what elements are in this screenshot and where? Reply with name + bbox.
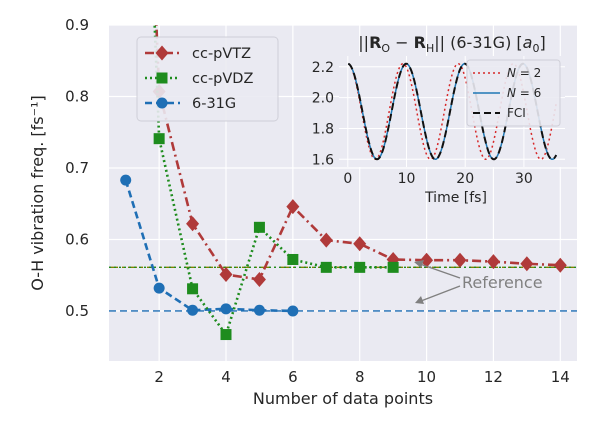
data-point-cc-pVTZ	[553, 257, 567, 273]
inset-chart: 0 10 20 30 1.6 1.8 2.0 2.2 N = 2 N = 6 FCI ||RO −…	[312, 33, 565, 206]
inset-x-axis-label: Time [fs]	[424, 190, 487, 206]
x-axis-label: Number of data points	[253, 389, 433, 408]
data-point-6-31G	[287, 305, 299, 317]
reference-arrow-upper	[419, 263, 461, 279]
inset-y-tick-label: 1.8	[312, 121, 334, 137]
y-tick-label: 0.5	[65, 302, 89, 320]
inset-title: ||RO − RH|| (6-31G) [a0]	[358, 33, 545, 55]
main-tick-labels: 2 4 6 8 10 12 14 0.5 0.6 0.7 0.8 0.9	[65, 16, 570, 386]
y-tick-label: 0.9	[65, 16, 89, 34]
inset-legend-box	[466, 59, 561, 127]
data-point-cc-pVTZ	[252, 272, 266, 288]
inset-x-tick-label: 30	[515, 171, 533, 187]
x-tick-label: 4	[221, 368, 231, 386]
data-point-cc-pVDZ	[354, 261, 366, 273]
x-tick-label: 12	[484, 368, 503, 386]
y-tick-label: 0.8	[65, 87, 89, 105]
data-point-cc-pVTZ	[486, 254, 500, 270]
reference-lines	[109, 266, 577, 312]
inset-y-tick-label: 1.6	[312, 152, 334, 168]
x-tick-label: 2	[154, 368, 164, 386]
reference-arrow-upper-head	[414, 260, 424, 268]
data-point-cc-pVTZ	[219, 266, 233, 282]
reference-annotation: Reference	[414, 260, 543, 304]
main-legend: cc-pVTZ cc-pVDZ 6-31G	[136, 36, 279, 122]
reference-arrow-lower	[420, 285, 461, 302]
x-tick-label: 14	[551, 368, 570, 386]
legend-marker-6-31G	[156, 97, 168, 109]
data-point-cc-pVDZ	[253, 221, 265, 233]
inset-x-tick-label: 0	[343, 171, 352, 187]
data-point-cc-pVDZ	[153, 133, 165, 145]
inset-x-tick-label: 20	[456, 171, 474, 187]
inset-legend-label: N = 6	[507, 86, 541, 100]
legend-marker-cc-pVDZ	[156, 72, 168, 84]
data-point-cc-pVTZ	[186, 216, 200, 232]
main-legend-box	[136, 36, 279, 122]
data-point-cc-pVDZ	[220, 329, 232, 341]
data-point-6-31G	[253, 304, 265, 316]
x-tick-label: 8	[355, 368, 365, 386]
reference-annotation-label: Reference	[462, 273, 543, 292]
data-point-cc-pVDZ	[387, 261, 399, 273]
inset-legend-label: FCI	[507, 106, 526, 120]
inset-y-tick-label: 2.0	[312, 91, 334, 107]
x-tick-label: 10	[417, 368, 436, 386]
data-point-6-31G	[153, 282, 165, 294]
data-point-cc-pVTZ	[286, 199, 300, 215]
inset-x-tick-label: 10	[398, 171, 416, 187]
reference-arrow-lower-head	[415, 296, 424, 304]
data-point-6-31G	[187, 304, 199, 316]
inset-legend: N = 2 N = 6 FCI	[466, 59, 561, 127]
legend-marker-cc-pVTZ	[155, 45, 169, 61]
data-point-6-31G	[220, 303, 232, 315]
series-line-cc-pVTZ	[155, 25, 561, 281]
legend-label-cc-pVDZ: cc-pVDZ	[192, 71, 253, 87]
legend-label-6-31G: 6-31G	[192, 96, 236, 112]
inset-legend-label: N = 2	[507, 66, 541, 80]
data-point-cc-pVTZ	[453, 252, 467, 268]
inset-y-tick-label: 2.2	[312, 60, 334, 76]
data-point-cc-pVTZ	[520, 256, 534, 272]
y-tick-label: 0.6	[65, 230, 89, 248]
data-point-cc-pVDZ	[287, 253, 299, 265]
inset-tick-labels: 0 10 20 30 1.6 1.8 2.0 2.2	[312, 60, 533, 187]
data-point-cc-pVDZ	[320, 261, 332, 273]
y-tick-label: 0.7	[65, 159, 89, 177]
data-point-cc-pVTZ	[353, 236, 367, 252]
data-point-cc-pVTZ	[420, 252, 434, 268]
data-point-cc-pVTZ	[319, 232, 333, 248]
data-point-6-31G	[120, 174, 132, 186]
series-line-6-31G	[124, 179, 293, 313]
y-axis-label: O-H vibration freq. [fs⁻¹]	[28, 95, 47, 290]
data-point-cc-pVDZ	[187, 283, 199, 295]
main-series	[120, 25, 567, 341]
x-tick-label: 6	[288, 368, 298, 386]
legend-label-cc-pVTZ: cc-pVTZ	[192, 46, 251, 62]
